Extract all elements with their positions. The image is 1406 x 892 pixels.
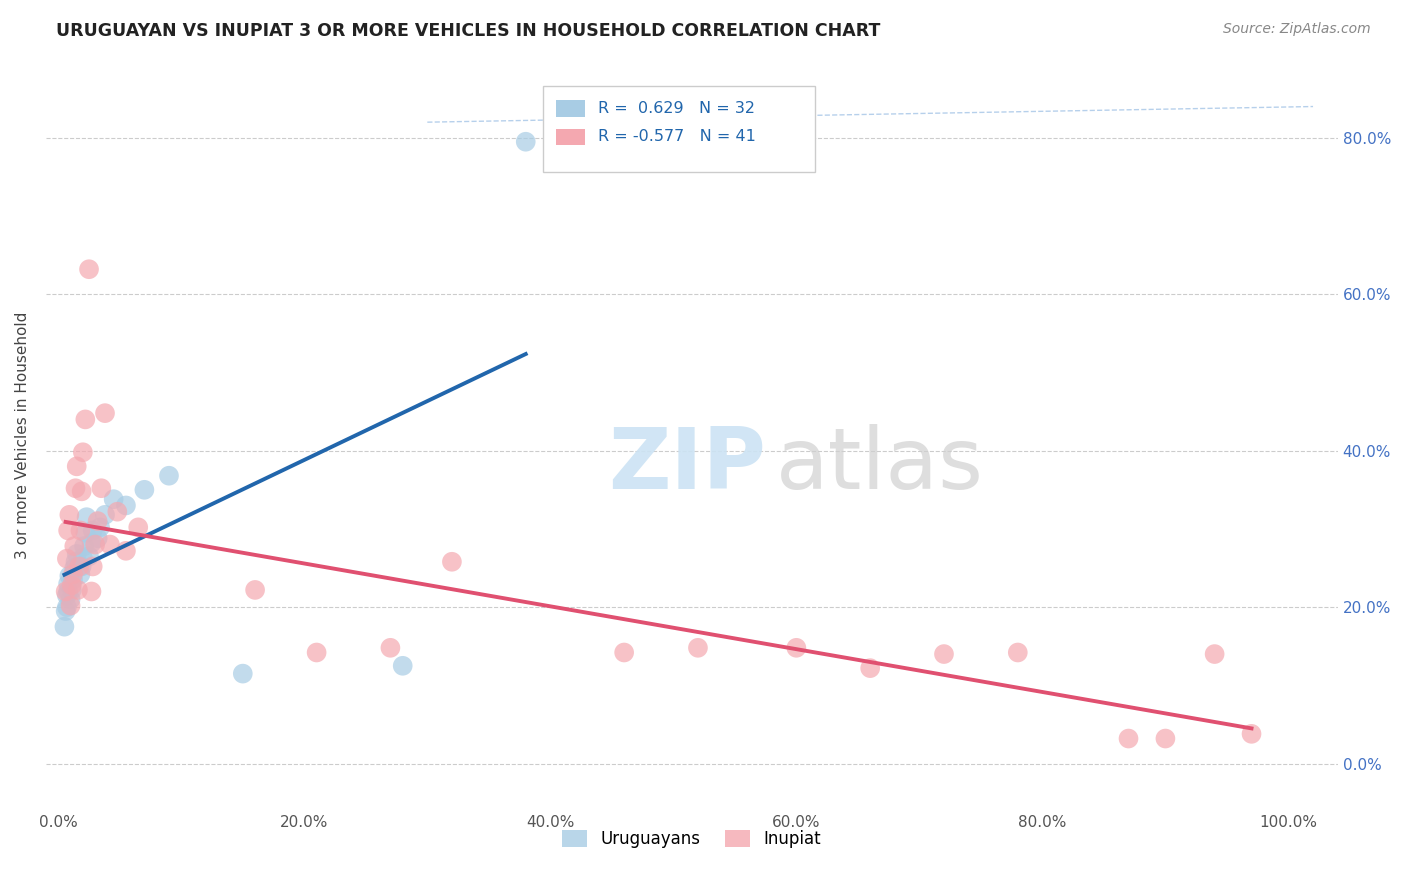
Point [72,550,94,565]
Text: ZIP: ZIP [607,424,766,507]
Point [58,569,80,583]
Text: Source: ZipAtlas.com: Source: ZipAtlas.com [1223,22,1371,37]
Point [67,559,90,574]
Point [89,520,111,534]
Point [56,584,79,599]
Point [515,135,537,149]
Point [105,505,128,519]
Point [65,555,87,569]
Point [305,645,328,659]
Point [686,640,709,655]
Point [56,576,79,591]
Point [115,544,138,558]
Text: R =  0.629   N = 32: R = 0.629 N = 32 [598,101,755,116]
Point [1154,731,1177,746]
Point [157,468,180,483]
Text: URUGUAYAN VS INUPIAT 3 OR MORE VEHICLES IN HOUSEHOLD CORRELATION CHART: URUGUAYAN VS INUPIAT 3 OR MORE VEHICLES … [56,22,880,40]
Point [56,600,79,615]
Point [75,525,97,540]
Point [60,582,83,597]
Point [380,640,402,655]
Point [63,539,86,553]
Point [69,524,91,538]
Point [90,481,112,495]
Point [75,412,97,426]
Point [70,484,93,499]
Point [80,584,103,599]
Point [86,531,108,545]
Point [62,567,84,582]
Y-axis label: 3 or more Vehicles in Household: 3 or more Vehicles in Household [15,311,30,558]
FancyBboxPatch shape [543,86,814,172]
Text: R = -0.577   N = 41: R = -0.577 N = 41 [598,129,755,145]
Point [56,588,79,602]
Point [1204,647,1226,661]
Point [84,537,107,551]
Point [77,549,100,564]
Point [66,459,89,474]
Point [1240,727,1263,741]
Point [440,555,463,569]
Point [82,524,104,538]
Point [59,592,82,607]
Point [80,536,103,550]
Point [859,661,882,675]
Point [77,262,100,277]
Point [55,584,77,599]
Point [98,537,121,551]
Point [58,508,80,522]
Point [60,578,83,592]
Point [70,559,93,574]
Point [785,640,807,655]
Point [94,406,117,420]
Point [86,514,108,528]
Point [65,481,87,495]
Point [1118,731,1140,746]
Point [243,582,266,597]
Point [82,559,104,574]
Point [391,658,413,673]
Point [59,599,82,613]
Point [134,483,156,497]
Point [127,520,149,534]
Point [55,604,77,618]
Point [62,573,84,587]
Point [115,499,138,513]
Point [932,647,955,661]
Text: atlas: atlas [776,424,984,507]
FancyBboxPatch shape [557,128,585,145]
Point [56,551,79,566]
Point [94,508,117,522]
Point [73,539,96,553]
Point [69,567,91,582]
Point [66,582,89,597]
Point [76,510,98,524]
Point [1007,645,1029,659]
Point [232,666,254,681]
FancyBboxPatch shape [557,100,585,117]
Point [66,547,89,561]
Legend: Uruguayans, Inupiat: Uruguayans, Inupiat [555,823,828,855]
Point [56,524,79,538]
Point [53,620,76,634]
Point [613,645,636,659]
Point [63,561,86,575]
Point [103,492,125,507]
Point [72,445,94,459]
